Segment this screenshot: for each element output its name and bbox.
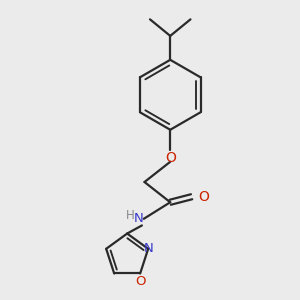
Text: H: H xyxy=(126,208,134,222)
Text: O: O xyxy=(135,274,146,288)
Text: N: N xyxy=(143,242,153,255)
Text: N: N xyxy=(133,212,143,225)
Text: O: O xyxy=(165,152,176,166)
Text: O: O xyxy=(198,190,209,204)
